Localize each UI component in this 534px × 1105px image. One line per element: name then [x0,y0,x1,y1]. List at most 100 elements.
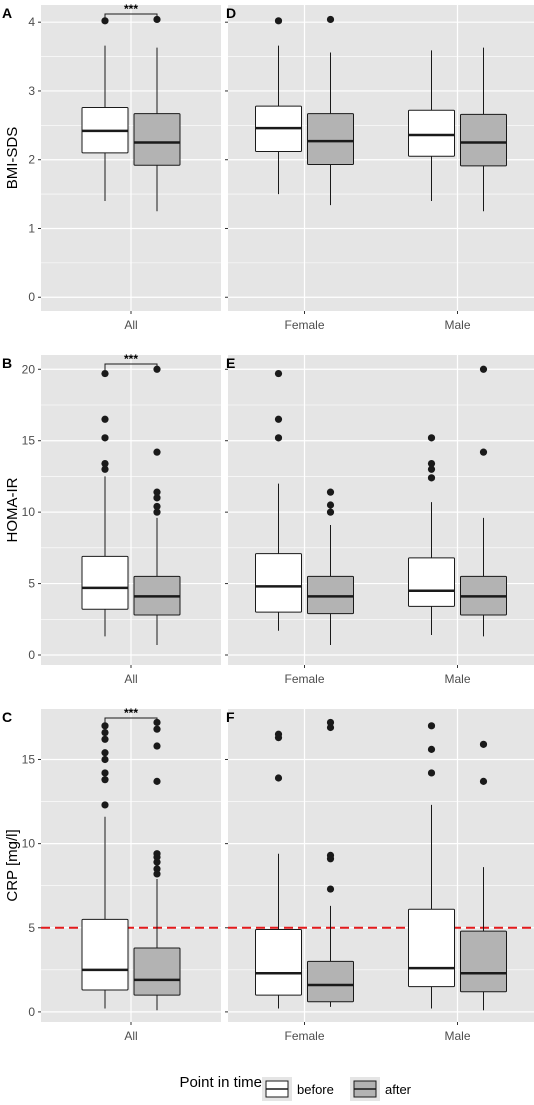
significance-bracket: *** [104,2,158,20]
outlier-point [101,415,109,423]
outlier-point [479,365,488,373]
panel-letter: D [226,5,236,21]
outlier-point [326,723,335,732]
outlier-point [326,501,335,509]
significance-label: *** [124,2,138,16]
outlier-point [427,434,436,442]
significance-label: *** [124,706,138,720]
outlier-point [274,774,283,782]
outlier-point [427,465,436,473]
y-tick-label: 0 [28,1005,35,1019]
box-iqr [133,947,181,996]
box-after-female [307,15,354,206]
outlier-point [153,448,161,456]
panel-letter: A [2,5,12,21]
x-tick-label: All [124,1029,137,1043]
y-tick-label: 3 [28,84,35,98]
outlier-point [274,415,283,423]
y-tick-label: 2 [28,153,35,167]
x-tick-label: Female [284,1029,324,1043]
x-tick-label: Female [284,318,324,332]
outlier-point [153,508,161,516]
y-tick-label: 4 [28,15,35,29]
significance-bracket: *** [104,352,158,370]
box-iqr [255,553,302,613]
outlier-point [101,769,109,777]
outlier-point [101,749,109,757]
y-tick-label: 5 [28,921,35,935]
panels: 0 1 2 3 4 BMI-SDS All A *** Female Male D 0 5 10 15 20 HO… [2,2,534,1043]
box-before-female [255,730,302,1009]
outlier-point [101,459,109,468]
box-iqr [133,113,181,166]
outlier-point [274,434,283,442]
box-before-male [408,722,455,1009]
y-tick-label: 5 [28,577,35,591]
panel-background [228,355,534,665]
box-iqr [81,555,129,610]
y-tick-label: 1 [28,221,35,235]
outlier-point [427,722,436,730]
box-before-all [81,722,129,1009]
box-after-all [133,718,181,1011]
significance-bracket: *** [104,706,158,724]
panel-f: Female Male F [225,709,534,1043]
box-after-male [460,365,507,637]
box-iqr [307,113,354,166]
outlier-point [153,777,161,785]
outlier-point [427,769,436,777]
box-before-female [255,17,302,195]
outlier-point [153,870,161,878]
outlier-point [326,718,335,727]
x-tick-label: Male [444,1029,470,1043]
outlier-point [153,494,161,502]
y-tick-label: 20 [22,362,36,376]
y-axis-title: CRP [mg/l] [4,829,21,901]
box-iqr [460,113,507,167]
panel-e: Female Male E [225,355,534,686]
box-iqr [307,960,354,1003]
outlier-point [153,865,161,873]
y-axis-title: BMI-SDS [4,127,21,190]
outlier-point [101,801,109,809]
outlier-point [427,474,436,482]
outlier-point [326,851,335,860]
box-after-all [133,365,181,645]
outlier-point [326,508,335,516]
outlier-point [326,488,335,496]
outlier-point [326,885,335,893]
outlier-point [479,777,488,785]
outlier-point [274,369,283,378]
outlier-point [326,15,335,24]
box-after-female [307,488,354,645]
panel-c: 0 5 10 15 CRP [mg/l] All C *** [2,706,221,1043]
box-iqr [408,109,455,157]
outlier-point [101,755,109,764]
outlier-point [101,728,109,737]
x-tick-label: Male [444,318,470,332]
y-tick-label: 10 [22,505,36,519]
y-tick-label: 0 [28,290,35,304]
outlier-point [479,448,488,456]
legend-title: Point in time [179,1074,262,1091]
box-iqr [255,928,302,996]
legend: Point in time before after [179,1074,412,1101]
x-tick-label: Female [284,672,324,686]
panel-letter: F [226,709,235,725]
panel-letter: C [2,709,12,725]
outlier-point [101,369,109,378]
box-after-male [460,47,507,212]
box-before-male [408,50,455,201]
box-before-all [81,369,129,637]
outlier-point [427,459,436,468]
legend-label-after: after [385,1082,412,1097]
outlier-point [427,745,436,753]
box-iqr [460,930,507,993]
legend-label-before: before [297,1082,334,1097]
outlier-point [153,742,161,750]
bracket-line [104,363,158,370]
panel-b: 0 5 10 15 20 HOMA-IR All B *** [2,352,221,686]
outlier-point [101,465,109,473]
box-iqr [81,918,129,991]
